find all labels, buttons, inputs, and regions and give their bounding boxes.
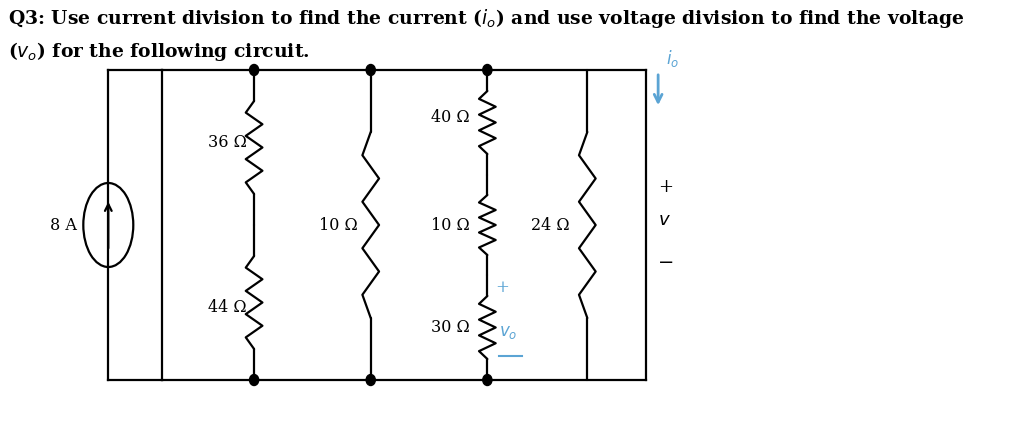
Circle shape — [482, 65, 492, 76]
Text: +: + — [495, 278, 509, 295]
Text: Q3: Use current division to find the current ($\mathit{i_o}$) and use voltage di: Q3: Use current division to find the cur… — [8, 7, 965, 30]
Text: 40 Ω: 40 Ω — [431, 109, 469, 126]
Text: 10 Ω: 10 Ω — [431, 216, 469, 233]
Circle shape — [250, 374, 259, 385]
Text: $v_o$: $v_o$ — [499, 324, 517, 341]
Circle shape — [367, 65, 376, 76]
Text: 44 Ω: 44 Ω — [208, 299, 247, 316]
Circle shape — [250, 65, 259, 76]
Text: ($\mathit{v_o}$) for the following circuit.: ($\mathit{v_o}$) for the following circu… — [8, 40, 310, 63]
Text: 8 A: 8 A — [50, 216, 77, 233]
Circle shape — [367, 374, 376, 385]
Text: 24 Ω: 24 Ω — [530, 216, 569, 233]
Text: 10 Ω: 10 Ω — [319, 216, 357, 233]
Text: 30 Ω: 30 Ω — [431, 319, 469, 336]
Text: $i_o$: $i_o$ — [667, 48, 680, 69]
Text: −: − — [658, 254, 675, 272]
Text: +: + — [658, 178, 673, 196]
Text: 36 Ω: 36 Ω — [208, 134, 247, 151]
Circle shape — [482, 374, 492, 385]
Text: $v$: $v$ — [658, 211, 671, 229]
